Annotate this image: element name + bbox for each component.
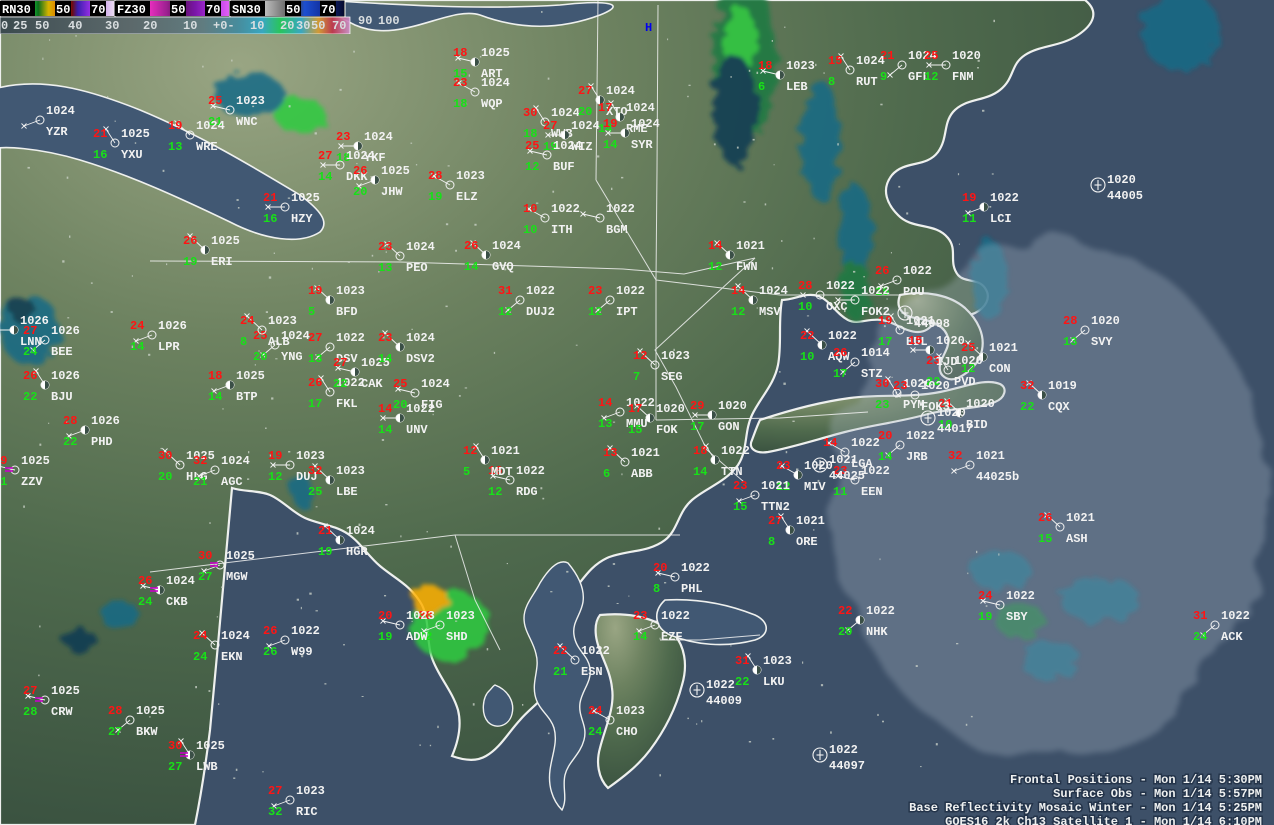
svg-text:Surface Obs - Mon 1/14 5:57PM: Surface Obs - Mon 1/14 5:57PM xyxy=(1053,787,1262,801)
svg-text:GOES16 2k Ch13 Satellite 1 - M: GOES16 2k Ch13 Satellite 1 - Mon 1/14 6:… xyxy=(945,815,1262,825)
svg-text:Base Reflectivity Mosaic Winte: Base Reflectivity Mosaic Winter - Mon 1/… xyxy=(909,801,1262,815)
svg-text:Frontal Positions - Mon 1/14 5: Frontal Positions - Mon 1/14 5:30PM xyxy=(1010,773,1262,787)
svg-text:H: H xyxy=(645,21,652,35)
